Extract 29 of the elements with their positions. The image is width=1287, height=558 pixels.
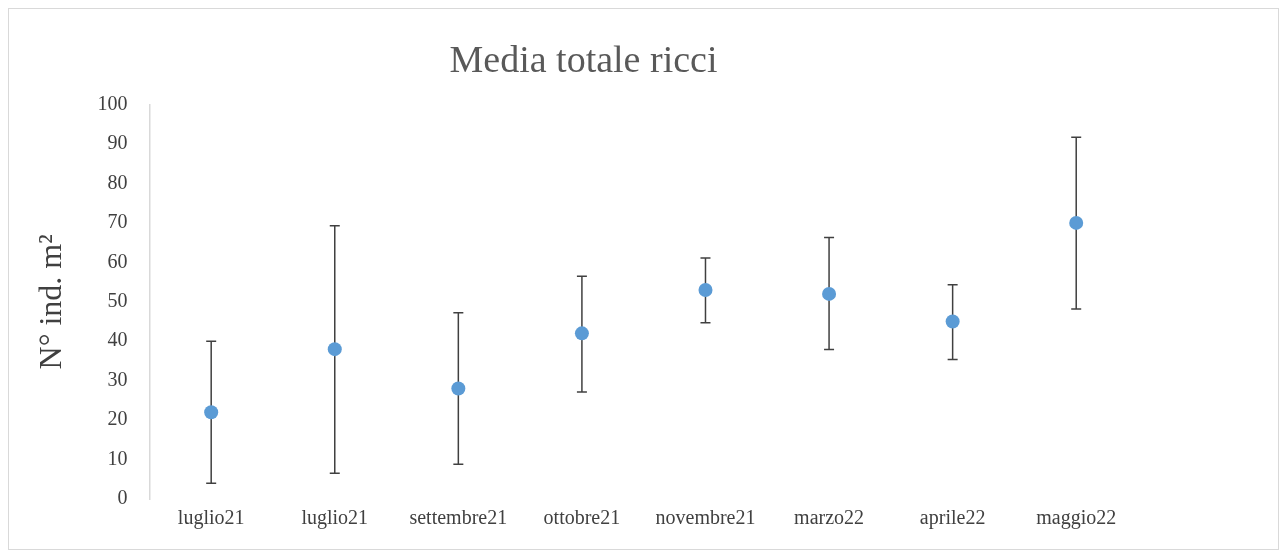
y-tick-label: 60: [107, 249, 128, 272]
point: [945, 314, 960, 329]
y-tick-label: 100: [97, 91, 128, 114]
point: [1069, 215, 1084, 230]
x-tick-label: maggio22: [1036, 506, 1117, 530]
y-tick-label: 90: [107, 131, 128, 154]
point: [698, 282, 713, 297]
point: [204, 405, 219, 420]
y-axis-title: N° ind. m²: [31, 234, 68, 370]
x-tick-label: settembre21: [409, 506, 508, 529]
y-tick-label: 80: [107, 170, 128, 193]
point: [451, 381, 466, 396]
x-tick-label: novembre21: [655, 506, 756, 529]
y-tick-label: 20: [107, 407, 128, 430]
x-tick-label: marzo22: [794, 506, 865, 529]
y-tick-label: 50: [107, 289, 128, 312]
x-tick-label: luglio21: [177, 506, 245, 530]
y-tick-label: 0: [117, 486, 128, 509]
x-tick-label: ottobre21: [543, 506, 621, 529]
point: [574, 326, 589, 341]
x-tick-label: aprile22: [919, 506, 986, 530]
y-tick-label: 40: [107, 328, 128, 351]
point: [822, 286, 837, 301]
chart-title: Media totale ricci: [449, 37, 718, 80]
x-tick-label: luglio21: [301, 506, 369, 530]
point: [327, 342, 342, 357]
y-tick-label: 30: [107, 367, 128, 390]
y-tick-label: 70: [107, 210, 128, 233]
y-tick-label: 10: [107, 446, 128, 469]
